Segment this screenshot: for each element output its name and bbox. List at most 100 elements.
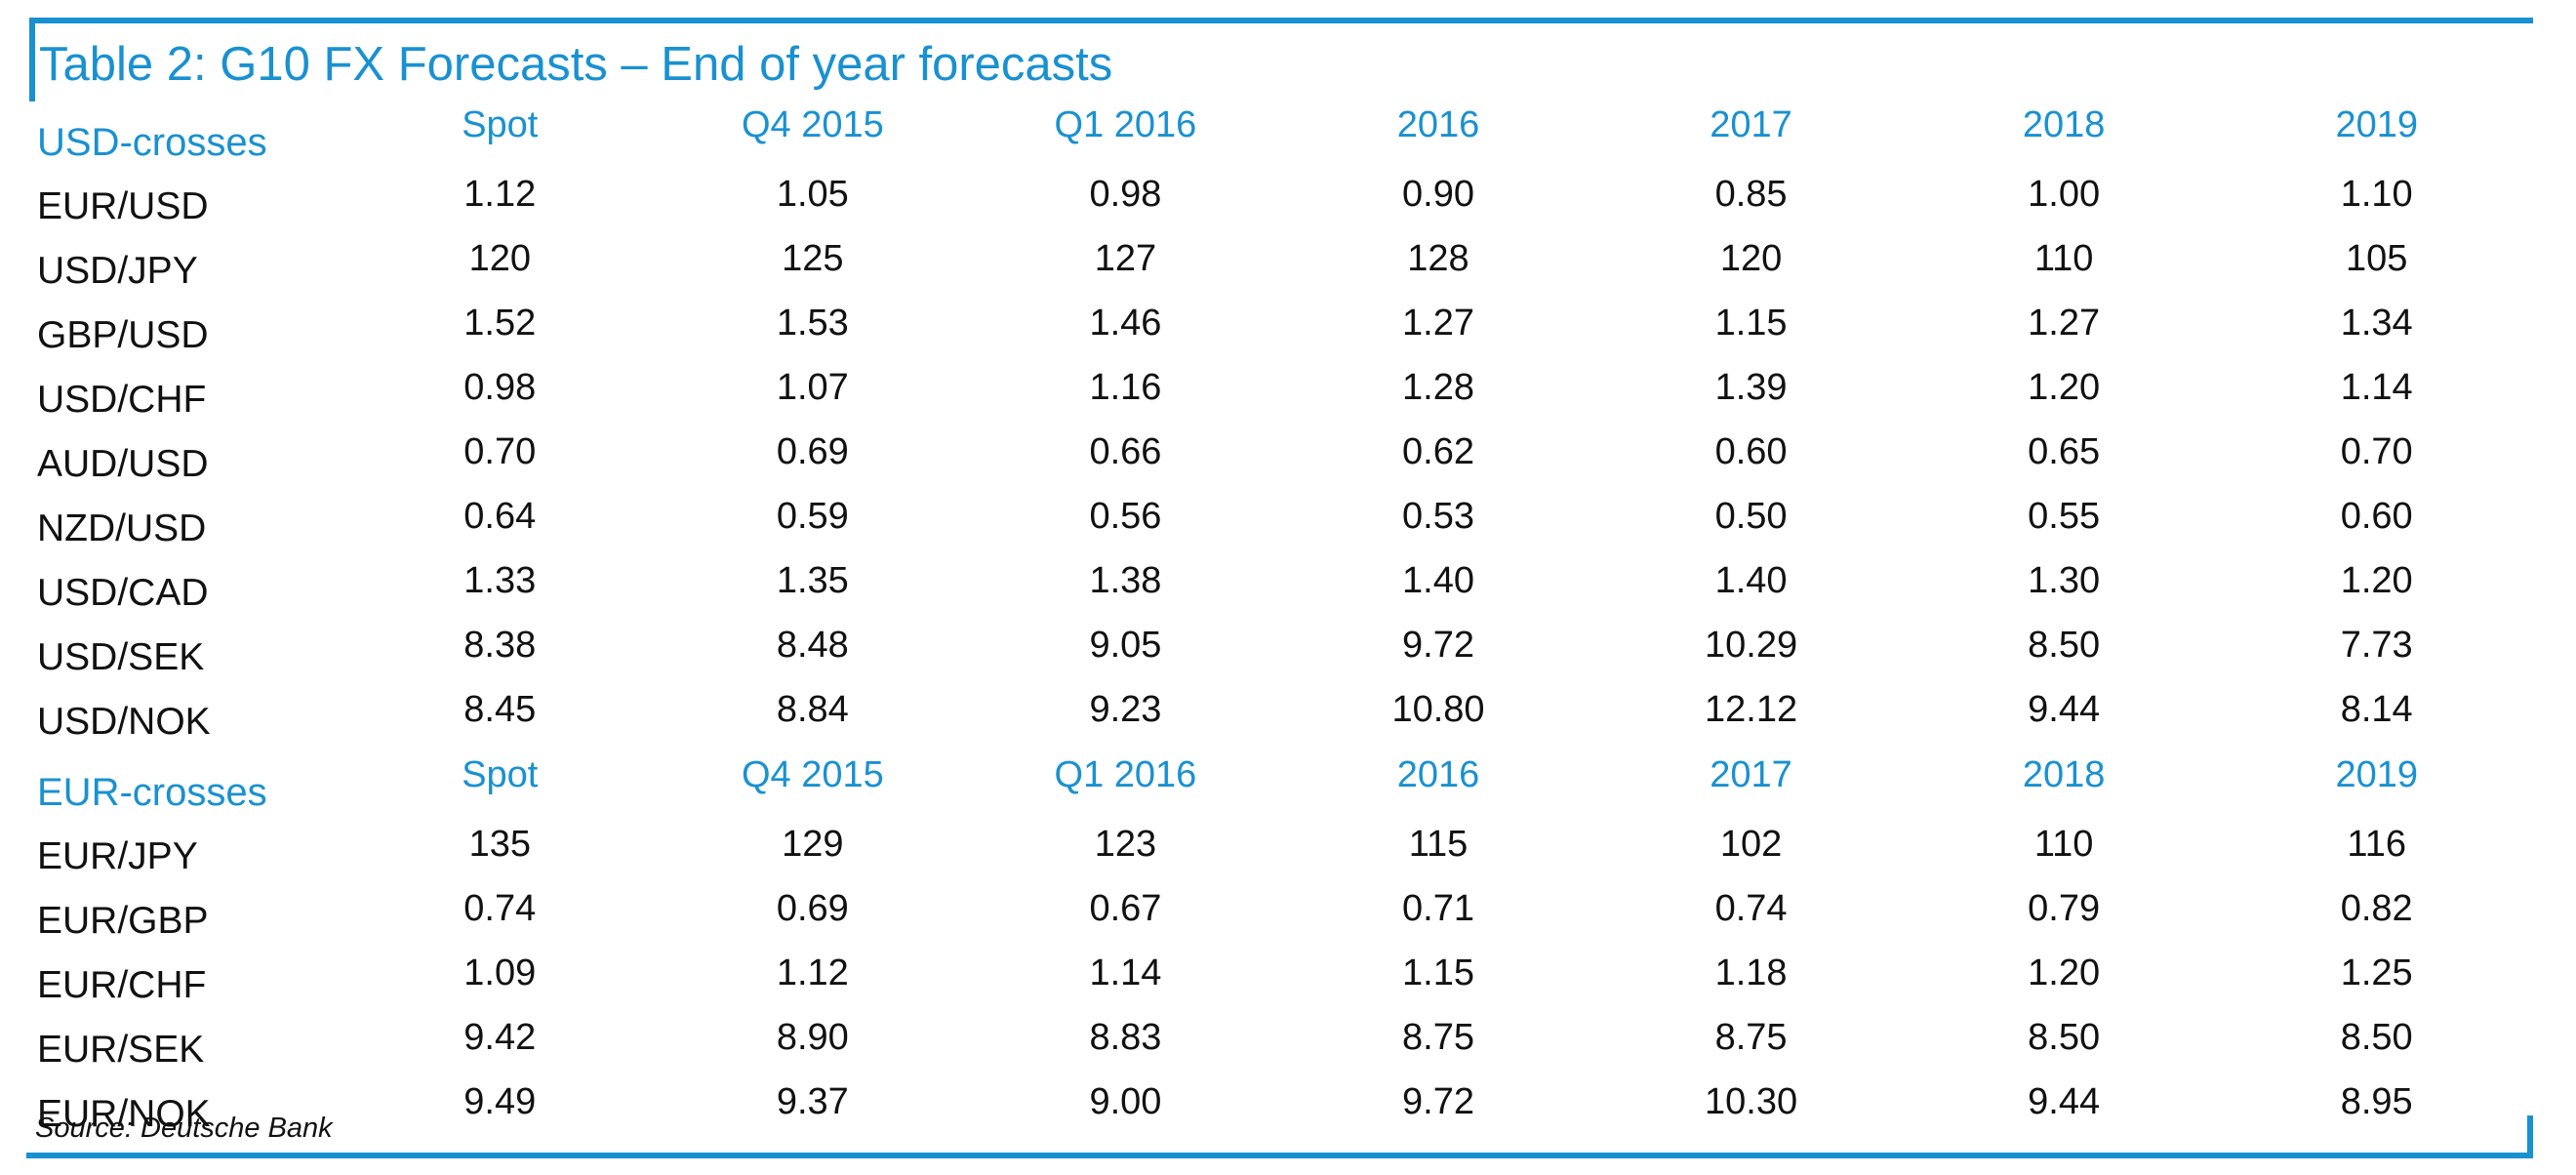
pair-label: EUR/USD <box>37 185 209 227</box>
value-cell: 1.27 <box>1402 302 1474 344</box>
value-cell: 129 <box>782 823 844 865</box>
value-cell: 7.73 <box>2340 624 2413 666</box>
fx-forecast-table: Table 2: G10 FX Forecasts – End of year … <box>29 23 2533 1140</box>
value-cell: 0.85 <box>1714 173 1788 215</box>
value-cell: 10.80 <box>1391 688 1485 730</box>
table-row-usd-cad: USD/CAD 1.33 1.35 1.38 1.40 1.40 1.30 1.… <box>29 554 2533 619</box>
table-row-aud-usd: AUD/USD 0.70 0.69 0.66 0.62 0.60 0.65 0.… <box>29 425 2533 490</box>
value-cell: 110 <box>2033 823 2094 865</box>
value-cell: 1.33 <box>463 559 537 601</box>
value-cell: 1.27 <box>2028 302 2101 344</box>
column-header-2016: 2016 <box>1396 103 1480 145</box>
source-note: Source: Deutsche Bank <box>35 1113 333 1144</box>
value-cell: 1.05 <box>776 173 849 215</box>
table-row-gbp-usd: GBP/USD 1.52 1.53 1.46 1.27 1.15 1.27 1.… <box>29 297 2533 361</box>
table-row-usd-jpy: USD/JPY 120 125 127 128 120 110 105 <box>29 232 2533 297</box>
value-cell: 1.18 <box>1714 952 1788 993</box>
pair-label: EUR/JPY <box>37 835 198 877</box>
column-header-spot: Spot <box>462 753 539 795</box>
column-header-2017: 2017 <box>1710 103 1792 145</box>
bottom-right-tick <box>2527 1115 2533 1155</box>
value-cell: 120 <box>468 237 531 279</box>
column-header-q4-2015: Q4 2015 <box>741 103 884 145</box>
value-cell: 0.69 <box>776 887 849 929</box>
table-row-usd-chf: USD/CHF 0.98 1.07 1.16 1.28 1.39 1.20 1.… <box>29 361 2533 425</box>
pair-label: GBP/USD <box>37 314 209 356</box>
value-cell: 1.35 <box>776 559 849 601</box>
value-cell: 1.52 <box>463 302 537 344</box>
table-row-usd-sek: USD/SEK 8.38 8.48 9.05 9.72 10.29 8.50 7… <box>29 619 2533 683</box>
column-header-2017: 2017 <box>1710 753 1792 795</box>
table-row-eur-chf: EUR/CHF 1.09 1.12 1.14 1.15 1.18 1.20 1.… <box>29 947 2533 1011</box>
value-cell: 0.69 <box>776 430 849 472</box>
value-cell: 1.30 <box>2028 559 2101 601</box>
value-cell: 0.55 <box>2028 495 2101 537</box>
value-cell: 0.67 <box>1089 887 1162 929</box>
value-cell: 0.66 <box>1089 430 1162 472</box>
column-header-q1-2016: Q1 2016 <box>1054 103 1197 145</box>
value-cell: 1.28 <box>1402 366 1474 408</box>
value-cell: 1.40 <box>1714 559 1788 601</box>
value-cell: 0.98 <box>1089 173 1162 215</box>
value-cell: 8.50 <box>2340 1016 2413 1058</box>
value-cell: 9.23 <box>1089 688 1162 730</box>
column-header-spot: Spot <box>462 103 539 145</box>
value-cell: 1.34 <box>2340 302 2413 344</box>
pair-label: USD/CAD <box>37 572 209 614</box>
table-row-nzd-usd: NZD/USD 0.64 0.59 0.56 0.53 0.50 0.55 0.… <box>29 490 2533 554</box>
value-cell: 105 <box>2346 237 2408 279</box>
value-cell: 135 <box>468 823 531 865</box>
value-cell: 0.90 <box>1402 173 1474 215</box>
value-cell: 1.40 <box>1402 559 1474 601</box>
value-cell: 9.44 <box>2028 1080 2101 1122</box>
table-bottom-rule <box>26 1153 2533 1158</box>
table-row-eur-usd: EUR/USD 1.12 1.05 0.98 0.90 0.85 1.00 1.… <box>29 168 2533 232</box>
title-left-bracket <box>29 18 35 101</box>
value-cell: 12.12 <box>1705 688 1798 730</box>
value-cell: 0.60 <box>2340 495 2413 537</box>
value-cell: 9.72 <box>1402 624 1474 666</box>
value-cell: 1.00 <box>2028 173 2101 215</box>
value-cell: 1.25 <box>2340 952 2413 993</box>
table-title: Table 2: G10 FX Forecasts – End of year … <box>39 38 1113 91</box>
value-cell: 10.30 <box>1705 1080 1798 1122</box>
value-cell: 8.38 <box>463 624 537 666</box>
value-cell: 0.79 <box>2028 887 2101 929</box>
value-cell: 128 <box>1407 237 1469 279</box>
value-cell: 8.84 <box>776 688 849 730</box>
value-cell: 0.70 <box>2340 430 2413 472</box>
value-cell: 8.95 <box>2340 1080 2413 1122</box>
value-cell: 1.38 <box>1089 559 1162 601</box>
pair-label: EUR/NOK <box>37 1093 211 1135</box>
value-cell: 10.29 <box>1705 624 1798 666</box>
value-cell: 125 <box>782 237 844 279</box>
value-cell: 8.14 <box>2340 688 2413 730</box>
value-cell: 123 <box>1094 823 1157 865</box>
value-cell: 0.62 <box>1402 430 1474 472</box>
value-cell: 9.37 <box>776 1080 849 1122</box>
pair-label: AUD/USD <box>37 443 209 485</box>
value-cell: 1.20 <box>2028 952 2101 993</box>
value-cell: 0.70 <box>463 430 537 472</box>
pair-label: NZD/USD <box>37 507 207 549</box>
table-row-eur-sek: EUR/SEK 9.42 8.90 8.83 8.75 8.75 8.50 8.… <box>29 1011 2533 1075</box>
pair-label: USD/NOK <box>37 701 211 743</box>
value-cell: 9.00 <box>1089 1080 1162 1122</box>
value-cell: 9.72 <box>1402 1080 1474 1122</box>
column-header-2018: 2018 <box>2022 103 2106 145</box>
value-cell: 115 <box>1408 823 1469 865</box>
value-cell: 0.74 <box>1714 887 1788 929</box>
value-cell: 0.64 <box>463 495 537 537</box>
value-cell: 1.12 <box>776 952 849 993</box>
value-cell: 8.75 <box>1714 1016 1788 1058</box>
pair-label: USD/JPY <box>37 250 198 292</box>
value-cell: 8.83 <box>1089 1016 1162 1058</box>
column-header-2019: 2019 <box>2335 103 2418 145</box>
value-cell: 1.14 <box>1089 952 1162 993</box>
value-cell: 1.46 <box>1089 302 1162 344</box>
value-cell: 0.50 <box>1714 495 1788 537</box>
value-cell: 1.16 <box>1089 366 1162 408</box>
value-cell: 0.53 <box>1402 495 1474 537</box>
pair-label: EUR/CHF <box>37 964 207 1006</box>
